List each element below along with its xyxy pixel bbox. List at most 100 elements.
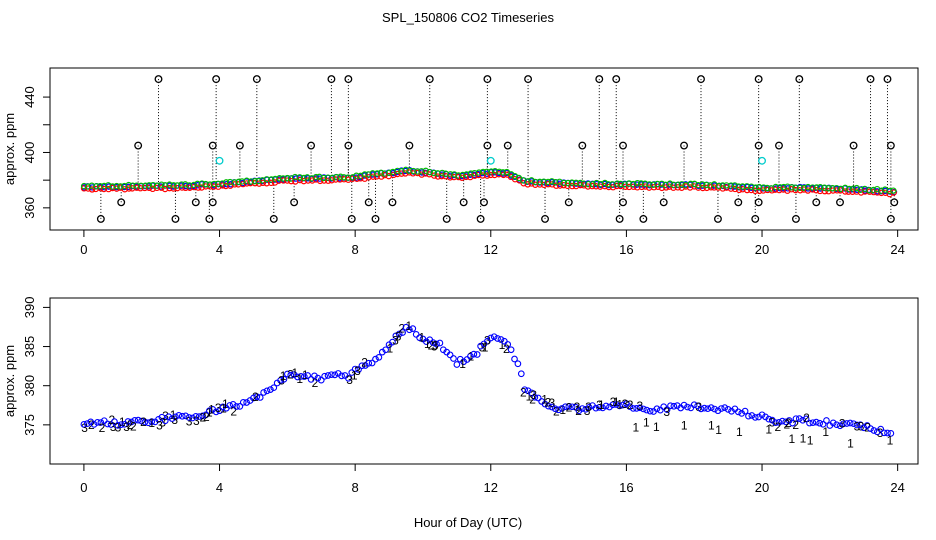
- baseline-point-2: [439, 169, 446, 177]
- series-3-point: [870, 427, 878, 434]
- baseline-point-2: [605, 181, 612, 188]
- baseline-point-1: [198, 184, 205, 191]
- low-spike-point: [886, 214, 895, 223]
- series-2-label: 2: [520, 386, 527, 400]
- series-3-point: [199, 412, 206, 420]
- low-spike-point: [615, 214, 624, 223]
- series-1-label: 1: [653, 420, 660, 434]
- low-spike-point: [371, 214, 380, 223]
- low-spike-point: [459, 198, 468, 207]
- series-3-point: [772, 419, 779, 427]
- baseline-point-2: [752, 184, 759, 191]
- low-spike-point: [290, 198, 299, 207]
- series-3-point: [517, 370, 525, 378]
- series-2-label: 2: [575, 404, 582, 418]
- series-3-label: 3: [395, 329, 402, 343]
- baseline-point-2: [890, 187, 897, 194]
- series-2-label: 2: [775, 420, 782, 434]
- baseline-point-2: [637, 180, 645, 187]
- series-3-point: [358, 362, 366, 370]
- series-3-point: [253, 393, 261, 400]
- mid-spike-point: [619, 141, 627, 150]
- baseline-point-1: [149, 185, 156, 193]
- series-3-point: [226, 402, 234, 409]
- series-3-point: [467, 352, 474, 360]
- series-3-point: [545, 402, 552, 410]
- low-spike-point: [347, 214, 356, 223]
- series-3-point: [324, 372, 332, 379]
- series-3-point: [717, 405, 725, 412]
- series-3-point: [433, 340, 440, 348]
- high-spike-point: [883, 75, 892, 84]
- series-3-point: [531, 393, 539, 401]
- series-3-point: [775, 419, 783, 426]
- baseline-point-2: [296, 174, 303, 181]
- series-3-point: [656, 406, 664, 414]
- high-spike-point: [252, 75, 261, 84]
- x-tick-label: 0: [80, 480, 87, 495]
- series-3-point: [294, 373, 301, 381]
- baseline-point-1: [263, 180, 270, 187]
- baseline-point-1: [195, 184, 202, 191]
- mid-spike-point: [849, 141, 858, 150]
- low-spike-point: [191, 198, 200, 207]
- series-3-point: [219, 403, 227, 411]
- series-3-point: [789, 419, 796, 427]
- top-panel-frame: [49, 67, 919, 231]
- series-3-point: [263, 387, 271, 395]
- series-3-point: [629, 405, 637, 412]
- series-3-point: [585, 404, 593, 411]
- baseline-point-1: [422, 170, 429, 177]
- series-3-label: 3: [663, 405, 670, 419]
- series-3-point: [416, 334, 423, 342]
- series-3-point: [701, 404, 708, 412]
- baseline-point-2: [426, 168, 433, 176]
- series-3-label: 3: [530, 388, 537, 402]
- series-3-point: [429, 339, 437, 346]
- mid-spike-point: [134, 141, 143, 150]
- series-3-point: [212, 408, 220, 416]
- series-3-point: [704, 405, 712, 413]
- series-3-point: [304, 372, 312, 379]
- series-3-point: [487, 334, 495, 342]
- series-3-point: [104, 420, 111, 428]
- high-spike-point: [866, 75, 875, 84]
- series-3-point: [877, 425, 885, 433]
- series-3-point: [314, 374, 322, 382]
- series-3-label: 3: [431, 340, 438, 354]
- series-1-label: 1: [208, 403, 215, 417]
- series-3-label: 3: [115, 421, 122, 435]
- series-3-point: [843, 420, 851, 427]
- series-3-point: [667, 402, 674, 410]
- x-tick-label: 0: [80, 242, 87, 257]
- mid-spike-point: [578, 141, 587, 150]
- series-3-point: [280, 375, 288, 383]
- high-spike-point: [595, 75, 604, 84]
- series-3-point: [548, 403, 556, 411]
- series-3-label: 3: [354, 364, 361, 378]
- low-spike-point: [476, 214, 485, 223]
- high-spike-point: [697, 75, 705, 84]
- mid-spike-point: [208, 141, 217, 150]
- series-2-label: 2: [140, 415, 147, 429]
- series-3-point: [216, 407, 223, 415]
- baseline-point-2: [841, 184, 849, 192]
- baseline-point-2: [796, 184, 804, 192]
- bottom-panel-ylabel: approx. ppm: [2, 345, 17, 417]
- series-3-point: [128, 418, 135, 426]
- series-3-point: [158, 413, 166, 421]
- bottom-panel-frame: [49, 297, 919, 465]
- baseline-point-2: [430, 169, 438, 177]
- series-1-label: 1: [206, 405, 213, 419]
- series-3-point: [260, 389, 267, 396]
- series-3-point: [867, 425, 874, 432]
- series-3-label: 3: [81, 421, 88, 435]
- series-2-label: 2: [312, 376, 319, 390]
- series-3-point: [365, 359, 373, 367]
- series-3-point: [840, 420, 847, 428]
- series-3-point: [846, 419, 854, 427]
- baseline-point-2: [312, 173, 320, 181]
- series-1-label: 1: [148, 416, 155, 430]
